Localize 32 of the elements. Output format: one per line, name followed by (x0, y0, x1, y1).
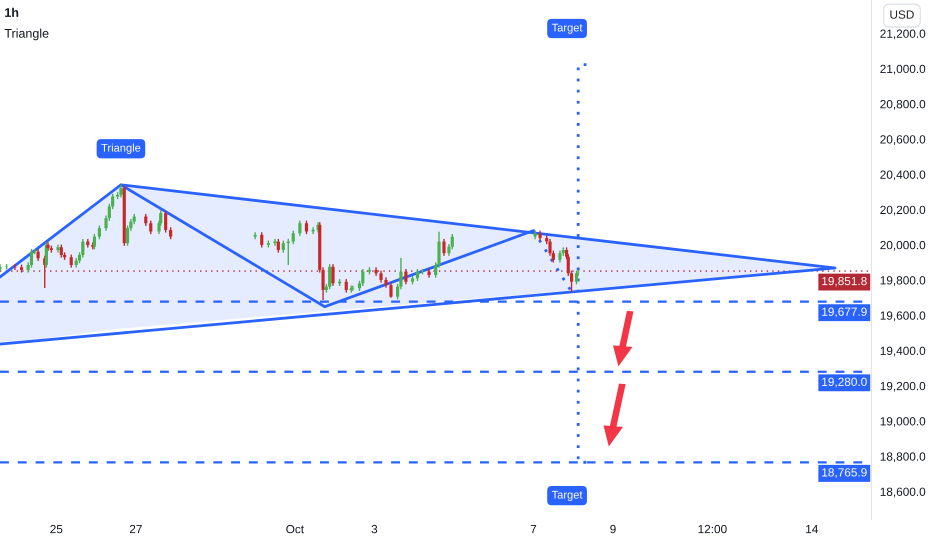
x-tick-label: Oct (286, 524, 304, 534)
x-tick-label: 9 (610, 524, 616, 534)
x-tick-label: 7 (530, 525, 536, 534)
ref-line-label: 19,280.0 (822, 378, 867, 388)
chart-title: 1h (5, 8, 18, 17)
y-tick-label: 18,800.0 (880, 452, 926, 462)
x-tick-label: 12:00 (698, 524, 727, 534)
x-tick-label: 27 (130, 524, 142, 534)
ref-line-label: 19,677.9 (822, 308, 867, 318)
x-tick-label: 25 (50, 524, 62, 534)
y-tick-label: 18,600.0 (880, 488, 926, 498)
y-tick-label: 19,200.0 (880, 382, 926, 392)
annotation: Triangle (101, 144, 140, 154)
x-tick-label: 3 (372, 524, 378, 534)
annotation: Target (552, 490, 582, 501)
y-tick-label: 20,200.0 (880, 206, 926, 216)
y-tick-label: 21,200.0 (880, 30, 926, 40)
y-tick-label: 19,000.0 (880, 417, 926, 427)
y-tick-label: 20,800.0 (880, 100, 926, 110)
y-tick-label: 20,600.0 (880, 135, 926, 145)
annotation: Target (552, 24, 582, 34)
y-tick-label: 19,800.0 (880, 276, 926, 286)
text: Triangle (4, 28, 48, 40)
ref-line-label: 18,765.9 (822, 468, 867, 478)
y-tick-label: 19,600.0 (880, 311, 926, 322)
y-tick-label: 21,000.0 (880, 64, 926, 74)
ref-line-label: 19,851.8 (822, 276, 867, 287)
y-axis-title: USD (890, 10, 914, 19)
y-tick-label: 20,400.0 (880, 170, 926, 180)
y-tick-label: 19,400.0 (880, 346, 926, 356)
x-tick-label: 14 (806, 525, 818, 534)
y-tick-label: 20,000.0 (880, 240, 926, 251)
